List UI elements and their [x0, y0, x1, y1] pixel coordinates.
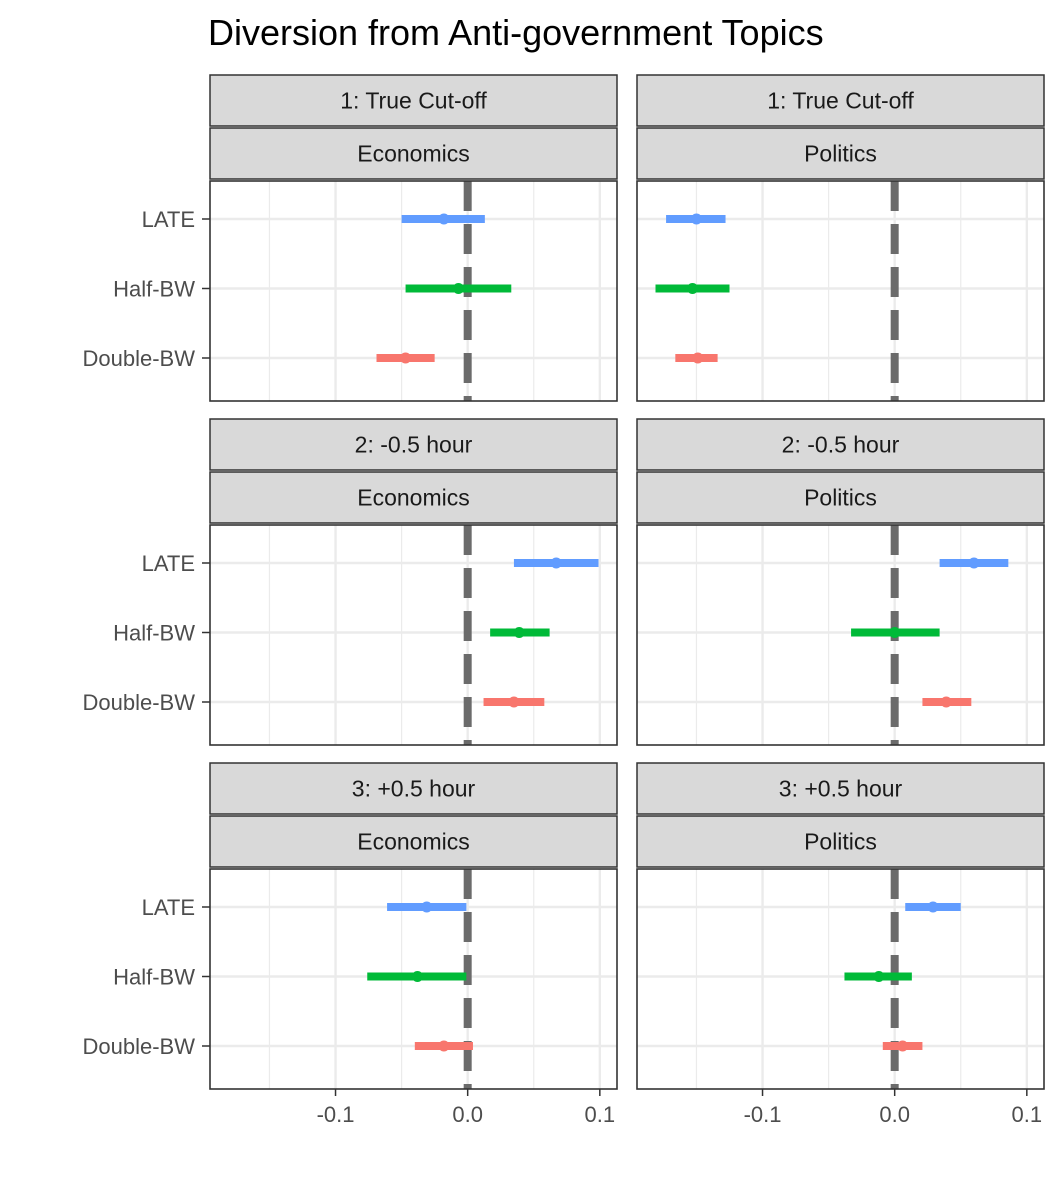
x-tick-label: -0.1: [744, 1102, 782, 1127]
panel-border: [636, 524, 1045, 746]
col-strip-box: [636, 127, 1045, 180]
x-tick-label: 0.1: [1012, 1102, 1043, 1127]
point-estimate: [438, 213, 450, 225]
point-estimate: [550, 557, 562, 569]
row-strip-label: 2: -0.5 hour: [355, 432, 473, 458]
row-strip-box: [209, 418, 618, 471]
row-strip-label: 1: True Cut-off: [340, 88, 487, 114]
panel-border: [636, 180, 1045, 402]
panel-1-politics: 1: True Cut-off Politics: [636, 74, 1045, 402]
y-tick-label: Double-BW: [83, 690, 196, 715]
point-estimate: [873, 971, 885, 982]
panel-1-economics: 1: True Cut-off Economics LATE Half-BW Doubl…: [83, 74, 618, 402]
x-tick-label: 0.0: [452, 1102, 483, 1127]
y-tick-label: LATE: [142, 551, 195, 576]
x-tick-label: -0.1: [317, 1102, 355, 1127]
chart-title: Diversion from Anti-government Topics: [208, 12, 824, 53]
panel-border: [209, 868, 618, 1090]
row-strip-box: [209, 762, 618, 815]
row-strip-label: 1: True Cut-off: [767, 88, 914, 114]
point-estimate: [452, 283, 464, 294]
point-estimate: [897, 1040, 909, 1052]
point-estimate: [968, 557, 980, 569]
col-strip-box: [209, 815, 618, 868]
col-strip-label: Economics: [357, 485, 469, 511]
y-tick-label: Half-BW: [113, 621, 195, 646]
row-strip-box: [209, 74, 618, 127]
row-strip-box: [636, 762, 1045, 815]
x-tick-label: 0.0: [879, 1102, 910, 1127]
point-estimate: [690, 213, 702, 225]
y-tick-label: LATE: [142, 895, 195, 920]
y-tick-label: Double-BW: [83, 346, 196, 371]
panel-2-economics: 2: -0.5 hour Economics LATE Half-BW Double-B…: [83, 418, 618, 746]
panel-3-politics: 3: +0.5 hour Politics -0.1 0.0 0.1: [636, 762, 1045, 1127]
point-estimate: [400, 352, 412, 364]
point-estimate: [687, 283, 698, 294]
panel-3-economics: 3: +0.5 hour Economics LATE Half-BW Double-B…: [83, 762, 618, 1127]
col-strip-label: Politics: [804, 141, 877, 167]
panel-border: [209, 180, 618, 402]
col-strip-label: Economics: [357, 829, 469, 855]
col-strip-box: [636, 471, 1045, 524]
panels-layer: 1: True Cut-off Economics LATE Half-BW Doubl…: [83, 74, 1045, 1127]
col-strip-box: [209, 471, 618, 524]
y-tick-label: Half-BW: [113, 277, 195, 302]
plot-background: [637, 525, 1044, 745]
row-strip-box: [636, 418, 1045, 471]
panel-2-politics: 2: -0.5 hour Politics: [636, 418, 1045, 746]
panel-border: [636, 868, 1045, 1090]
point-estimate: [411, 971, 423, 982]
panel-border: [209, 524, 618, 746]
point-estimate: [889, 627, 901, 638]
y-tick-label: LATE: [142, 207, 195, 232]
point-estimate: [421, 901, 433, 913]
x-tick-label: 0.1: [585, 1102, 616, 1127]
col-strip-label: Politics: [804, 485, 877, 511]
row-strip-label: 3: +0.5 hour: [779, 776, 903, 802]
col-strip-box: [209, 127, 618, 180]
point-estimate: [692, 352, 704, 364]
col-strip-label: Economics: [357, 141, 469, 167]
point-estimate: [438, 1040, 450, 1052]
row-strip-label: 3: +0.5 hour: [352, 776, 476, 802]
row-strip-box: [636, 74, 1045, 127]
y-tick-label: Double-BW: [83, 1034, 196, 1059]
plot-background: [637, 869, 1044, 1089]
col-strip-label: Politics: [804, 829, 877, 855]
point-estimate: [927, 901, 939, 913]
point-estimate: [940, 696, 952, 708]
row-strip-label: 2: -0.5 hour: [782, 432, 900, 458]
y-tick-label: Half-BW: [113, 965, 195, 990]
point-estimate: [508, 696, 520, 708]
col-strip-box: [636, 815, 1045, 868]
point-estimate: [513, 627, 525, 638]
